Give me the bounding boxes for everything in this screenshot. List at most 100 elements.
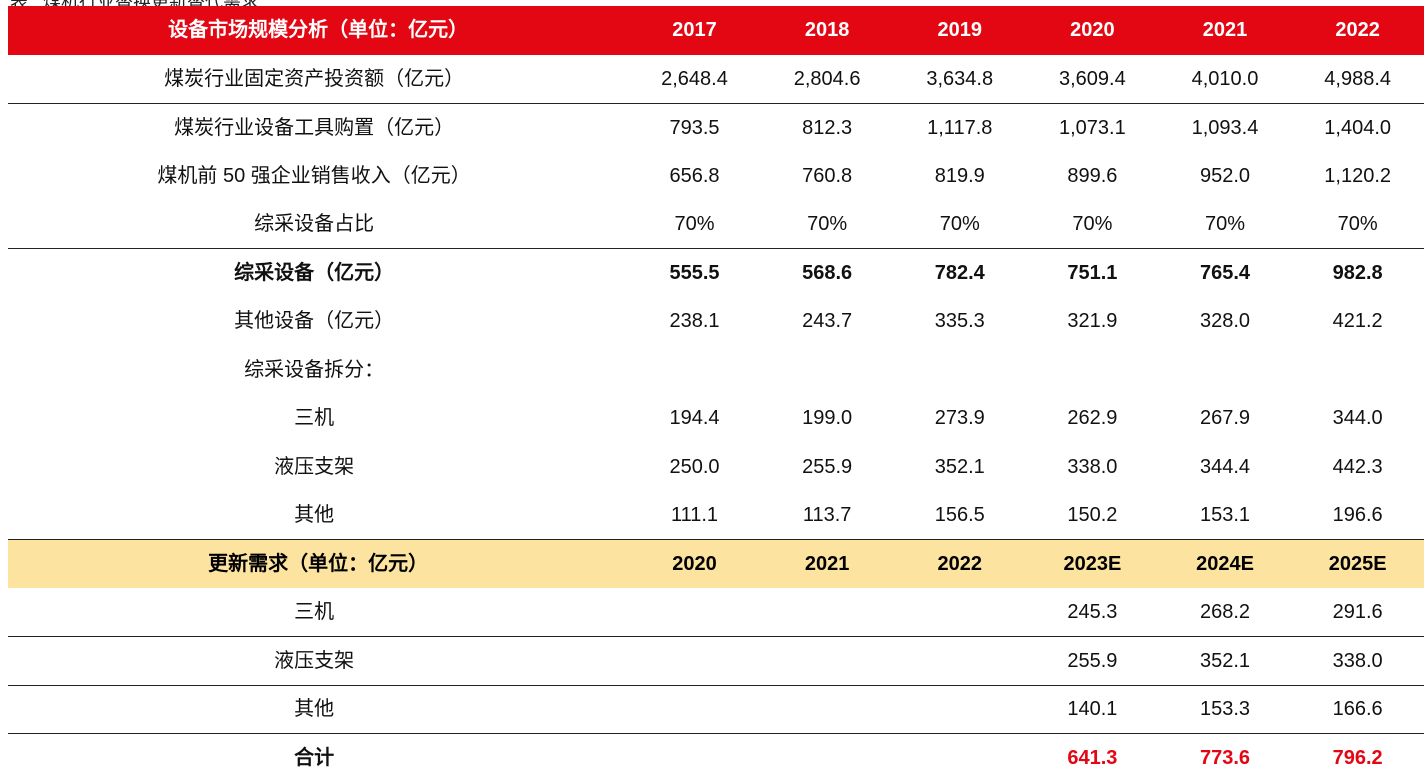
cell-value: 641.3 [1026, 734, 1159, 782]
cell-value: 421.2 [1291, 297, 1424, 346]
cell-value: 70% [1159, 200, 1292, 249]
section1-header-year-2: 2019 [893, 6, 1026, 55]
cell-value: 352.1 [1159, 637, 1292, 686]
cell-value: 199.0 [761, 394, 894, 443]
section1-header-year-3: 2020 [1026, 6, 1159, 55]
cell-value: 328.0 [1159, 297, 1292, 346]
cell-value [628, 346, 761, 395]
cell-value: 273.9 [893, 394, 1026, 443]
section1-header-year-0: 2017 [628, 6, 761, 55]
cell-value: 568.6 [761, 249, 894, 298]
cell-value: 555.5 [628, 249, 761, 298]
cell-value [628, 588, 761, 637]
cell-value: 156.5 [893, 491, 1026, 540]
cell-value: 140.1 [1026, 685, 1159, 734]
cell-value [1159, 346, 1292, 395]
cell-value: 819.9 [893, 152, 1026, 201]
cell-value: 153.3 [1159, 685, 1292, 734]
cell-value: 111.1 [628, 491, 761, 540]
cell-value: 344.0 [1291, 394, 1424, 443]
section2-header-label: 更新需求（单位：亿元） [8, 540, 628, 589]
cell-value [628, 734, 761, 782]
cell-value: 291.6 [1291, 588, 1424, 637]
cell-value: 899.6 [1026, 152, 1159, 201]
cell-value: 70% [761, 200, 894, 249]
section2-header-year-2: 2022 [893, 540, 1026, 589]
cell-value: 166.6 [1291, 685, 1424, 734]
section2-header-year-0: 2020 [628, 540, 761, 589]
cell-value: 70% [1291, 200, 1424, 249]
cell-value [761, 588, 894, 637]
cell-value: 4,988.4 [1291, 55, 1424, 104]
row-label: 综采设备占比 [8, 200, 628, 249]
cell-value: 250.0 [628, 443, 761, 492]
cell-value [761, 637, 894, 686]
section2-header-year-5: 2025E [1291, 540, 1424, 589]
cell-value: 796.2 [1291, 734, 1424, 782]
cell-value [628, 685, 761, 734]
cell-value [628, 637, 761, 686]
cell-value: 1,073.1 [1026, 103, 1159, 152]
cell-value: 194.4 [628, 394, 761, 443]
cell-value: 70% [893, 200, 1026, 249]
cell-value: 760.8 [761, 152, 894, 201]
cell-value: 793.5 [628, 103, 761, 152]
cell-value: 751.1 [1026, 249, 1159, 298]
cell-value: 1,117.8 [893, 103, 1026, 152]
cell-value: 338.0 [1026, 443, 1159, 492]
cell-value: 3,634.8 [893, 55, 1026, 104]
cell-value: 243.7 [761, 297, 894, 346]
table-row: 综采设备拆分： [8, 346, 1424, 395]
cell-value: 255.9 [1026, 637, 1159, 686]
cell-value [893, 637, 1026, 686]
cell-value: 765.4 [1159, 249, 1292, 298]
row-label: 三机 [8, 394, 628, 443]
section1-header-year-5: 2022 [1291, 6, 1424, 55]
cell-value: 2,804.6 [761, 55, 894, 104]
cell-value: 352.1 [893, 443, 1026, 492]
row-label: 液压支架 [8, 443, 628, 492]
row-label: 煤炭行业设备工具购置（亿元） [8, 103, 628, 152]
cell-value: 656.8 [628, 152, 761, 201]
cell-value: 150.2 [1026, 491, 1159, 540]
section2-header-year-4: 2024E [1159, 540, 1292, 589]
cell-value: 245.3 [1026, 588, 1159, 637]
cell-value: 153.1 [1159, 491, 1292, 540]
cell-value: 4,010.0 [1159, 55, 1292, 104]
cell-value [893, 685, 1026, 734]
row-label: 其他 [8, 685, 628, 734]
cell-value [761, 685, 894, 734]
row-label: 液压支架 [8, 637, 628, 686]
cell-value [893, 588, 1026, 637]
row-label: 其他 [8, 491, 628, 540]
cell-value: 321.9 [1026, 297, 1159, 346]
cell-value: 238.1 [628, 297, 761, 346]
row-label: 综采设备（亿元） [8, 249, 628, 298]
cell-value: 335.3 [893, 297, 1026, 346]
row-label: 煤炭行业固定资产投资额（亿元） [8, 55, 628, 104]
cell-value: 255.9 [761, 443, 894, 492]
section2-header-year-1: 2021 [761, 540, 894, 589]
cell-value: 442.3 [1291, 443, 1424, 492]
cell-value: 70% [628, 200, 761, 249]
cell-value: 952.0 [1159, 152, 1292, 201]
cell-value: 782.4 [893, 249, 1026, 298]
row-label: 综采设备拆分： [8, 346, 628, 395]
row-label: 煤机前 50 强企业销售收入（亿元） [8, 152, 628, 201]
row-label: 其他设备（亿元） [8, 297, 628, 346]
cell-value: 268.2 [1159, 588, 1292, 637]
cell-value: 344.4 [1159, 443, 1292, 492]
cell-value: 1,404.0 [1291, 103, 1424, 152]
